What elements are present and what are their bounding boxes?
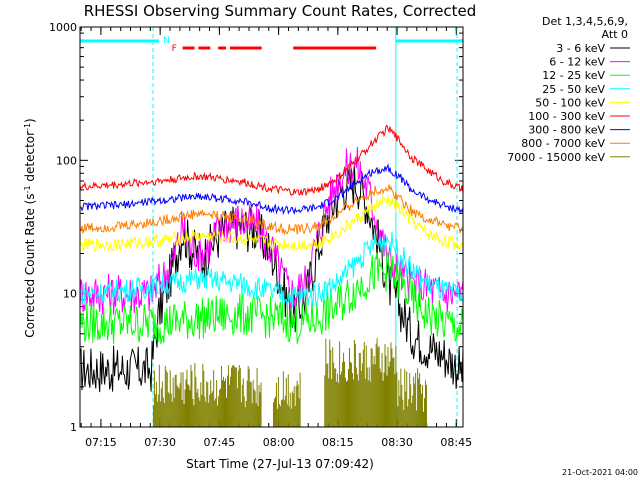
flag-label-f: F xyxy=(172,44,177,54)
x-tick-label: 08:15 xyxy=(322,436,354,449)
series-line xyxy=(79,163,464,216)
y-axis-label: Corrected Count Rate (s-1 detector-1) xyxy=(23,118,38,337)
flag-label-n: N xyxy=(163,36,170,46)
series-line xyxy=(79,195,464,253)
plot-frame xyxy=(79,26,464,428)
x-tick-label: 08:30 xyxy=(381,436,413,449)
x-tick-label: 07:45 xyxy=(204,436,236,449)
x-tick-label: 07:30 xyxy=(144,436,176,449)
legend-entry-label: 7000 - 15000 keV xyxy=(507,151,605,164)
x-tick-label: 07:15 xyxy=(85,436,117,449)
legend-entry-label: 800 - 7000 keV xyxy=(521,137,605,150)
series-line xyxy=(79,184,464,236)
series-line xyxy=(79,231,464,308)
legend-entry-label: 12 - 25 keV xyxy=(542,69,605,82)
x-tick-label: 08:00 xyxy=(263,436,295,449)
y-tick-label: 10 xyxy=(63,288,77,301)
x-tick-label: 08:45 xyxy=(440,436,472,449)
legend-title-line1: Det 1,3,4,5,6,9, xyxy=(542,15,628,28)
y-tick-label: 100 xyxy=(56,154,77,167)
legend-entry-label: 25 - 50 keV xyxy=(542,83,605,96)
y-tick-label: 1 xyxy=(70,421,77,434)
legend-entry-label: 3 - 6 keV xyxy=(556,42,605,55)
date-stamp: 21-Oct-2021 04:00 xyxy=(562,468,638,477)
chart-title: RHESSI Observing Summary Count Rates, Co… xyxy=(84,2,477,20)
legend-entry-label: 6 - 12 keV xyxy=(549,56,605,69)
series-line xyxy=(79,251,464,345)
x-axis-label: Start Time (27-Jul-13 07:09:42) xyxy=(186,457,374,471)
legend-entry-label: 50 - 100 keV xyxy=(535,96,605,109)
y-tick-label: 1000 xyxy=(49,21,77,34)
series-group xyxy=(79,124,464,427)
legend-title-line2: Att 0 xyxy=(602,28,628,41)
series-line xyxy=(79,124,464,197)
legend-entry-label: 100 - 300 keV xyxy=(528,110,605,123)
legend-entry-label: 300 - 800 keV xyxy=(528,124,605,137)
